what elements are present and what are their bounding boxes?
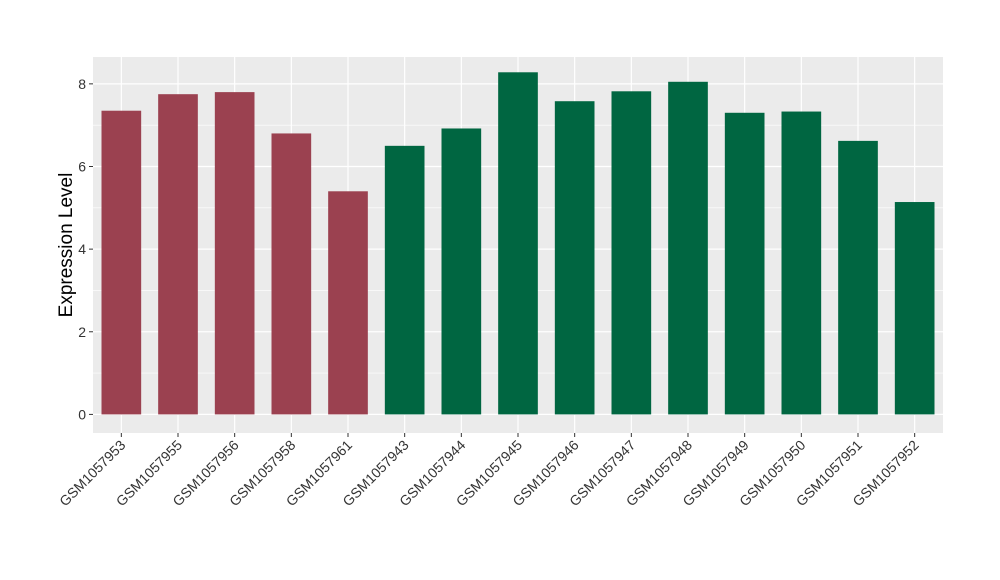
bar-GSM1057953: [101, 110, 142, 415]
y-tick-label: 2: [78, 324, 86, 340]
bar-GSM1057945: [498, 72, 538, 415]
y-tick-label: 8: [78, 76, 86, 92]
bar-GSM1057951: [838, 140, 878, 415]
y-tick-label: 4: [78, 241, 86, 257]
bar-GSM1057949: [724, 112, 765, 415]
bar-GSM1057958: [271, 133, 312, 415]
y-axis: 0 2 4 6 8: [78, 76, 93, 422]
x-axis: GSM1057953GSM1057955GSM1057956GSM1057958…: [56, 433, 922, 509]
y-tick-label: 6: [78, 158, 86, 174]
bar-GSM1057943: [384, 145, 425, 415]
y-tick-label: 0: [78, 406, 86, 422]
bar-GSM1057946: [554, 101, 595, 415]
bars: [101, 72, 935, 415]
bar-GSM1057955: [158, 94, 198, 415]
bar-GSM1057956: [214, 92, 255, 415]
bar-GSM1057961: [328, 191, 368, 415]
bar-GSM1057944: [441, 128, 482, 415]
y-axis-title: Expression Level: [56, 173, 77, 318]
bar-GSM1057950: [781, 111, 822, 415]
bar-GSM1057947: [611, 91, 652, 415]
bar-GSM1057948: [668, 81, 708, 415]
bar-GSM1057952: [894, 202, 935, 415]
